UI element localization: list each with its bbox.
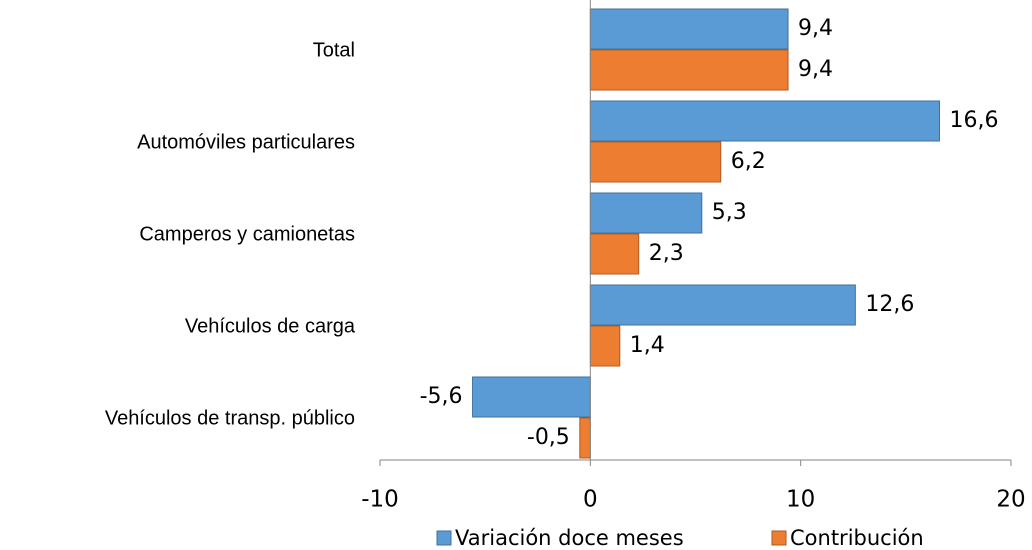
- category-label: Automóviles particulares: [137, 131, 355, 153]
- x-tick-label: 10: [786, 487, 815, 513]
- bar: [472, 376, 591, 418]
- bar: [589, 49, 789, 91]
- x-tick-label: -10: [361, 487, 399, 513]
- legend-label: Contribución: [790, 526, 924, 550]
- category-label: Vehículos de transp. público: [105, 407, 355, 429]
- bar: [589, 100, 940, 142]
- legend-swatch: [436, 530, 452, 546]
- x-tick-label: 20: [996, 487, 1025, 513]
- legend-label: Variación doce meses: [455, 526, 684, 550]
- bar: [589, 284, 856, 326]
- bar: [589, 141, 722, 183]
- bar: [589, 192, 703, 234]
- value-label: 1,4: [630, 333, 665, 358]
- bar: [589, 233, 640, 275]
- value-label: 9,4: [798, 57, 833, 82]
- bar: [589, 325, 621, 367]
- value-label: 6,2: [731, 149, 766, 174]
- legend-swatch: [771, 530, 787, 546]
- value-label: 5,3: [712, 200, 747, 225]
- value-label: -0,5: [527, 425, 570, 450]
- value-label: 12,6: [865, 292, 914, 317]
- category-label: Total: [313, 39, 355, 61]
- value-label: 9,4: [798, 16, 833, 41]
- category-label: Camperos y camionetas: [139, 223, 355, 245]
- bar: [579, 417, 591, 459]
- value-label: 16,6: [949, 108, 998, 133]
- x-tick-label: 0: [583, 487, 598, 513]
- value-label: 2,3: [649, 241, 684, 266]
- bar: [589, 8, 789, 50]
- value-label: -5,6: [420, 384, 463, 409]
- category-label: Vehículos de carga: [185, 315, 356, 337]
